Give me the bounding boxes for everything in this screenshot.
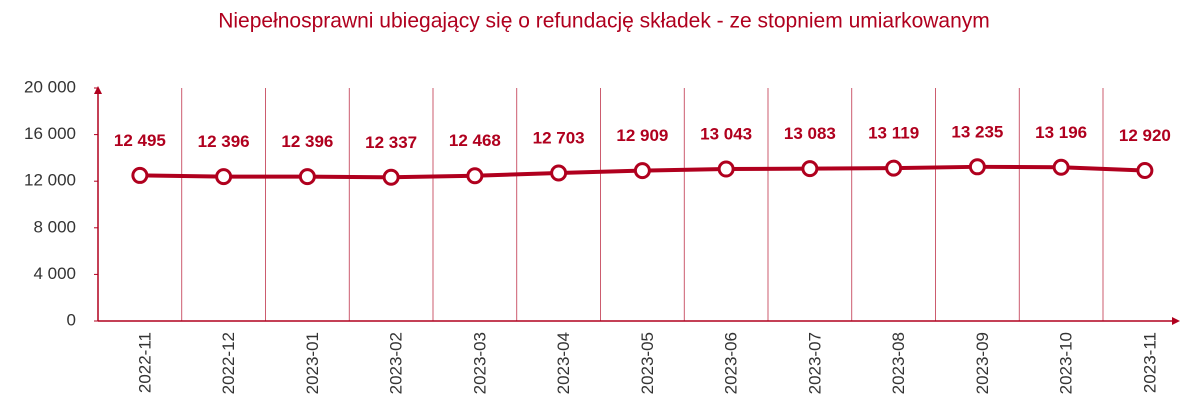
- x-tick-label: 2023-01: [303, 332, 322, 394]
- x-tick-label: 2023-07: [805, 332, 824, 394]
- marker: [550, 164, 568, 182]
- marker: [1136, 161, 1154, 179]
- y-tick-label: 12 000: [24, 171, 76, 190]
- x-tick-label: 2023-02: [387, 332, 406, 394]
- y-tick-label: 0: [67, 310, 76, 329]
- data-label: 13 196: [1035, 123, 1087, 142]
- x-tick-label: 2023-04: [554, 332, 573, 394]
- marker: [633, 162, 651, 180]
- y-tick-label: 4 000: [33, 264, 76, 283]
- chart-title: Niepełnosprawni ubiegający się o refunda…: [218, 10, 990, 33]
- marker: [382, 168, 400, 186]
- x-tick-label: 2023-08: [889, 332, 908, 394]
- x-tick-label: 2022-12: [219, 332, 238, 394]
- marker: [131, 166, 149, 184]
- y-axis-arrow: [94, 86, 102, 94]
- data-label: 12 468: [449, 131, 501, 150]
- data-label: 13 043: [700, 125, 752, 144]
- data-label: 12 495: [114, 131, 166, 150]
- data-label: 12 337: [365, 133, 417, 152]
- x-tick-label: 2023-06: [722, 332, 741, 394]
- data-label: 12 396: [281, 132, 333, 151]
- marker: [466, 167, 484, 185]
- marker: [298, 168, 316, 186]
- data-label: 12 703: [533, 128, 585, 147]
- x-tick-label: 2023-10: [1057, 332, 1076, 394]
- y-tick-label: 16 000: [24, 124, 76, 143]
- data-label: 13 235: [951, 122, 1003, 141]
- marker: [215, 168, 233, 186]
- data-label: 13 119: [868, 124, 919, 143]
- marker: [968, 158, 986, 176]
- marker: [801, 160, 819, 178]
- x-tick-label: 2023-11: [1140, 332, 1159, 393]
- marker: [885, 159, 903, 177]
- marker: [1052, 158, 1070, 176]
- x-tick-label: 2022-11: [135, 332, 154, 393]
- data-label: 13 083: [784, 124, 836, 143]
- data-label: 12 909: [616, 126, 668, 145]
- x-tick-label: 2023-03: [470, 332, 489, 394]
- data-label: 12 920: [1119, 126, 1171, 145]
- y-tick-label: 8 000: [33, 217, 76, 236]
- x-tick-label: 2023-09: [973, 332, 992, 394]
- y-tick-label: 20 000: [24, 77, 76, 96]
- x-axis-arrow: [1172, 317, 1180, 325]
- x-tick-label: 2023-05: [638, 332, 657, 394]
- marker: [717, 160, 735, 178]
- data-label: 12 396: [198, 132, 250, 151]
